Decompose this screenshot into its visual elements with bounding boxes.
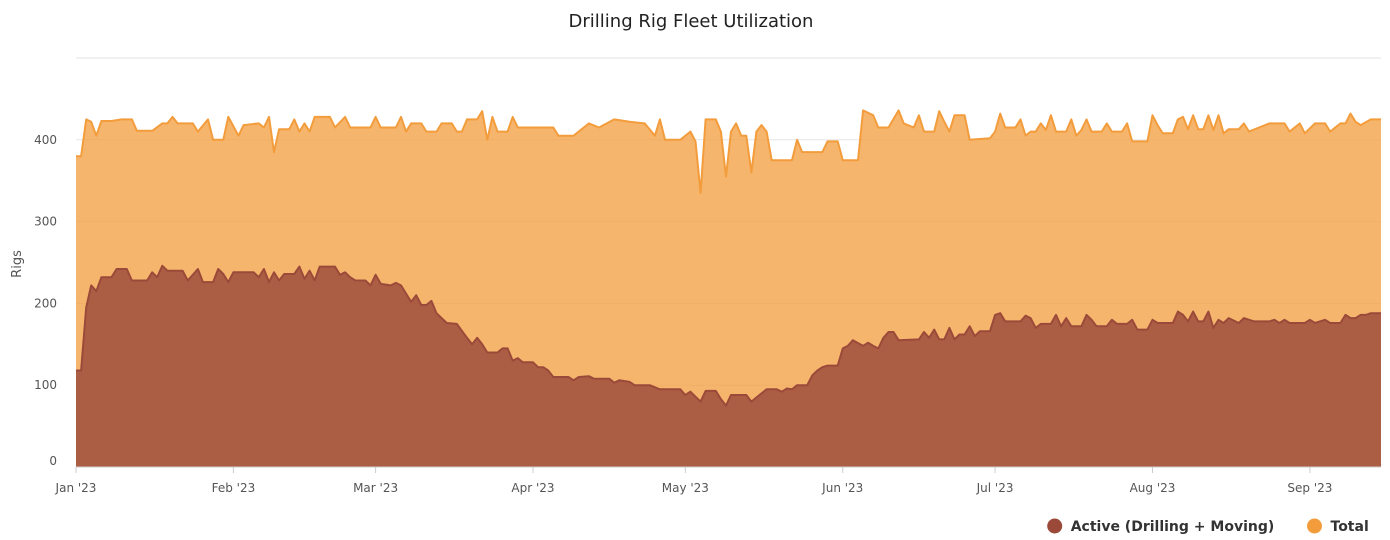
y-axis-label: Rigs	[10, 250, 25, 278]
x-tick-label: Feb '23	[212, 481, 256, 495]
axes: 0 100 200 300 400 Jan '23 Feb '23 Mar '23 Apr '2…	[34, 133, 1381, 495]
legend-swatch	[1047, 518, 1063, 534]
y-tick-label: 100	[34, 378, 57, 392]
x-tick-label: Mar '23	[353, 481, 398, 495]
legend-item-active-drilling-moving[interactable]: Active (Drilling + Moving)	[1047, 518, 1275, 536]
series-areas	[76, 109, 1381, 468]
area-active-drilling-moving	[76, 265, 1381, 467]
y-tick-label: 200	[34, 296, 57, 310]
line-active-drilling-moving	[76, 264, 1381, 407]
legend-item-total[interactable]: Total	[1307, 518, 1369, 536]
x-tick-label: Sep '23	[1287, 481, 1332, 495]
y-tick-label: 300	[34, 215, 57, 229]
line-total	[76, 109, 1381, 194]
legend-label: Active (Drilling + Moving)	[1071, 519, 1275, 535]
y-tick-label: 0	[49, 454, 57, 468]
legend: Active (Drilling + Moving) Total	[1047, 518, 1369, 536]
legend-label: Total	[1331, 519, 1369, 535]
x-tick-label: Aug '23	[1130, 481, 1176, 495]
chart-title: Drilling Rig Fleet Utilization	[569, 11, 814, 32]
y-tick-label: 400	[34, 133, 57, 147]
x-tick-label: May '23	[662, 481, 709, 495]
x-tick-label: Jan '23	[55, 481, 97, 495]
x-tick-label: Jun '23	[821, 481, 863, 495]
x-tick-label: Jul '23	[976, 481, 1014, 495]
x-tick-label: Apr '23	[511, 481, 554, 495]
legend-swatch	[1307, 518, 1322, 534]
